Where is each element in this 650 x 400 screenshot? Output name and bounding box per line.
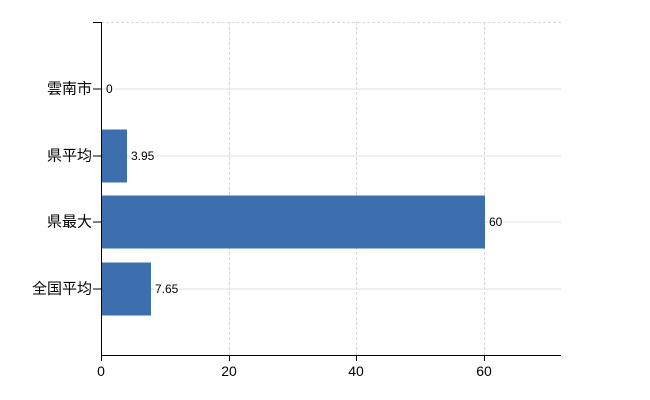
category-label: 全国平均	[31, 280, 92, 297]
value-label: 60	[488, 214, 504, 230]
gridline-vertical-40	[356, 22, 357, 355]
value-label: 3.95	[130, 148, 156, 163]
bar	[102, 262, 151, 315]
gridline-vertical-20	[229, 22, 230, 355]
y-axis-tick	[93, 288, 101, 289]
gridline-horizontal	[101, 288, 561, 289]
x-axis-tick	[484, 355, 485, 361]
y-axis-tick	[93, 155, 101, 156]
plot-top-border	[101, 22, 561, 23]
bar	[102, 129, 127, 182]
x-axis-tick-label: 0	[97, 363, 105, 379]
y-axis-tick	[93, 88, 101, 90]
bar	[102, 195, 485, 249]
gridline-horizontal	[101, 155, 561, 156]
value-label: 0	[105, 81, 114, 97]
x-axis-tick	[229, 355, 230, 361]
category-label: 県平均	[46, 147, 92, 164]
gridline-horizontal	[101, 88, 561, 90]
x-axis-line	[101, 355, 561, 356]
x-axis-tick	[101, 355, 102, 361]
category-label: 雲南市	[46, 80, 92, 98]
y-axis-tick	[93, 221, 101, 223]
y-axis-top-tick	[93, 22, 101, 23]
x-axis-tick-label: 60	[476, 363, 492, 379]
x-axis-tick-label: 40	[348, 363, 364, 379]
y-axis-line	[101, 22, 102, 356]
gridline-vertical-60	[484, 22, 485, 355]
value-label: 7.65	[154, 281, 180, 296]
category-label: 県最大	[46, 213, 92, 231]
x-axis-tick	[356, 355, 357, 361]
x-axis-tick-label: 20	[221, 363, 237, 379]
